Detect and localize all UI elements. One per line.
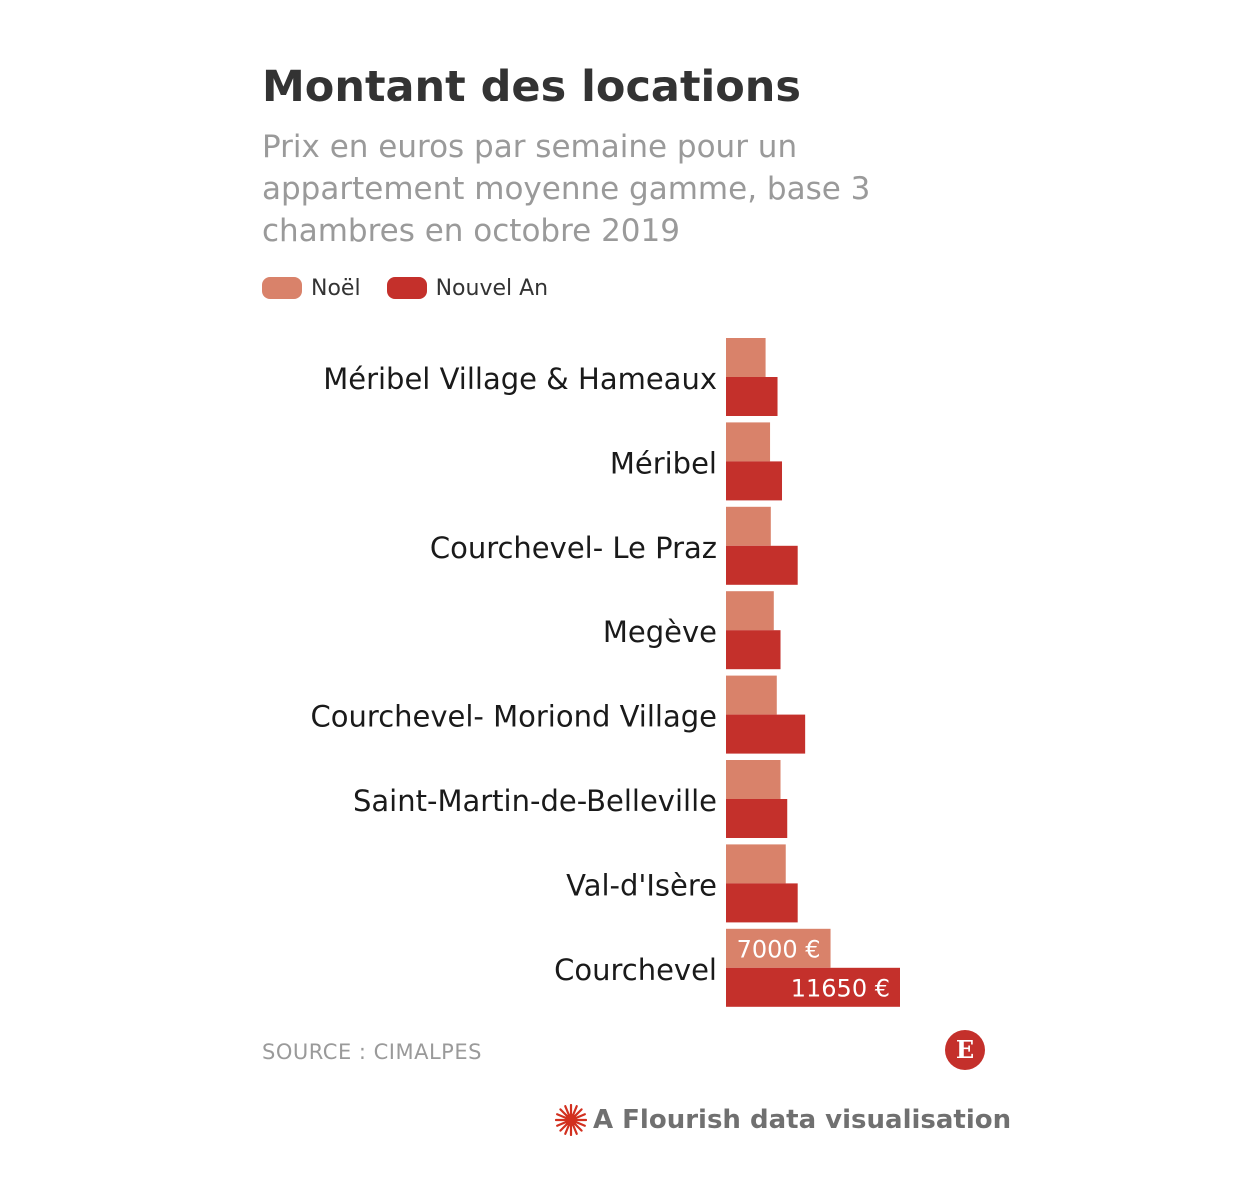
publisher-logo[interactable]: E	[945, 1030, 985, 1070]
category-label-courchevel-le-praz: Courchevel- Le Praz	[430, 531, 717, 565]
chart-title: Montant des locations	[262, 62, 801, 112]
flourish-credit[interactable]: A Flourish data visualisation	[555, 1104, 1011, 1136]
category-label-saint-martin-de-belleville: Saint-Martin-de-Belleville	[353, 784, 717, 818]
flourish-burst-icon	[555, 1104, 587, 1136]
category-label-courchevel-moriond-village: Courchevel- Moriond Village	[311, 700, 717, 734]
bar-nouvel-an-saint-martin-de-belleville[interactable]	[726, 799, 788, 838]
category-label-courchevel: Courchevel	[554, 953, 717, 987]
bar-noel-courchevel-moriond-village[interactable]	[726, 675, 777, 715]
data-label-noel-courchevel: 7000 €	[737, 935, 821, 963]
bar-noel-meribel[interactable]	[726, 422, 771, 462]
legend: Noël Nouvel An	[262, 272, 574, 304]
bar-nouvel-an-courchevel-moriond-village[interactable]	[726, 714, 806, 754]
data-label-nouvel-an-courchevel: 11650 €	[791, 974, 890, 1002]
category-label-meribel-village-hameaux: Méribel Village & Hameaux	[323, 362, 717, 396]
bar-nouvel-an-megeve[interactable]	[726, 630, 781, 670]
bar-noel-saint-martin-de-belleville[interactable]	[726, 760, 781, 799]
bar-nouvel-an-courchevel-le-praz[interactable]	[726, 545, 798, 585]
category-label-megeve: Megève	[603, 615, 717, 649]
bar-chart: Méribel Village & Hameaux Méribel Courchev…	[311, 338, 900, 1007]
bar-noel-megeve[interactable]	[726, 591, 774, 631]
legend-swatch-nouvel-an	[386, 277, 427, 299]
flourish-credit-text: A Flourish data visualisation	[593, 1105, 1012, 1135]
chart-subtitle: Prix en euros par semaine pour un appart…	[262, 129, 871, 249]
legend-swatch-noel	[262, 277, 302, 299]
category-label-meribel: Méribel	[610, 446, 717, 480]
source-note: SOURCE : CIMALPES	[262, 1040, 482, 1064]
legend-item-noel[interactable]: Noël	[262, 276, 361, 301]
bar-nouvel-an-courchevel[interactable]	[726, 967, 900, 1007]
bar-noel-courchevel[interactable]	[726, 928, 831, 968]
legend-label-noel: Noël	[311, 275, 361, 301]
bar-nouvel-an-meribel[interactable]	[726, 461, 783, 501]
bar-noel-val-d-isere[interactable]	[726, 844, 786, 884]
legend-item-nouvel-an[interactable]: Nouvel An	[386, 275, 549, 301]
bar-noel-courchevel-le-praz[interactable]	[726, 506, 771, 546]
category-label-val-d-isere: Val-d'Isère	[566, 868, 717, 902]
legend-label-nouvel-an: Nouvel An	[435, 275, 549, 301]
bar-nouvel-an-val-d-isere[interactable]	[726, 883, 798, 923]
bar-noel-meribel-village-hameaux[interactable]	[726, 338, 766, 377]
bar-nouvel-an-meribel-village-hameaux[interactable]	[726, 377, 778, 416]
